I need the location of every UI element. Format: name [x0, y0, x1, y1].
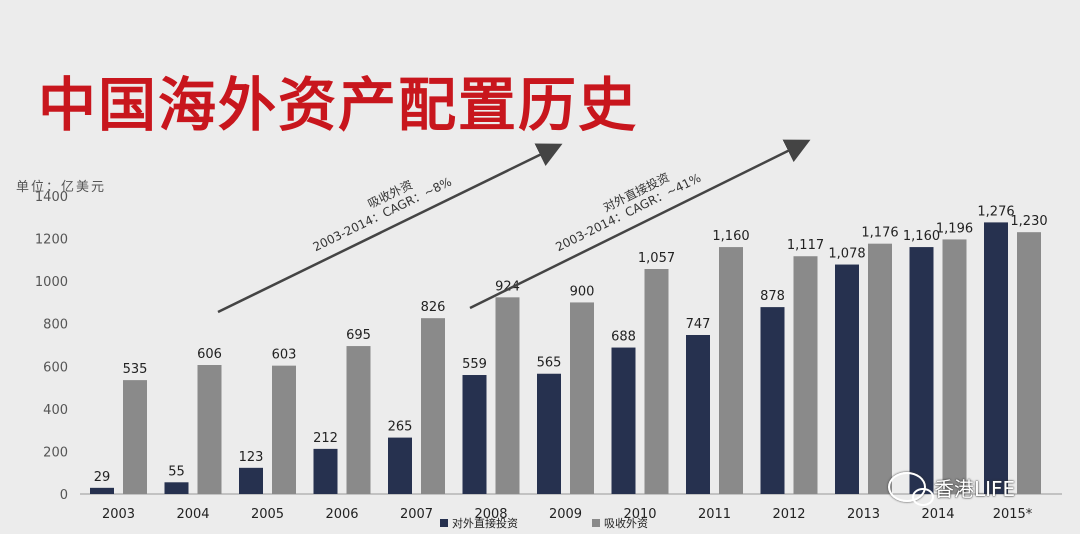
data-label-foreign: 535	[123, 362, 148, 377]
bar-foreign-investment	[942, 239, 967, 494]
x-tick-label: 2004	[176, 507, 209, 522]
bar-foreign-investment	[123, 380, 147, 494]
y-tick-label: 0	[60, 488, 68, 503]
x-tick-label: 2010	[623, 507, 656, 522]
bar-foreign-investment	[1017, 232, 1041, 494]
x-tick-label: 2015*	[993, 507, 1033, 522]
data-label-outbound: 559	[462, 357, 487, 372]
data-label-outbound: 55	[168, 464, 185, 479]
bar-outbound-investment	[760, 307, 785, 494]
data-label-foreign: 900	[570, 284, 595, 299]
legend-swatch-foreign	[592, 519, 600, 527]
data-label-foreign: 1,176	[861, 226, 898, 241]
trend-arrow	[217, 143, 563, 314]
legend-label-foreign: 吸收外资	[604, 516, 648, 530]
data-label-outbound: 1,078	[828, 247, 865, 262]
data-label-foreign: 1,057	[638, 251, 675, 266]
data-label-outbound: 747	[686, 317, 711, 332]
bar-foreign-investment	[421, 318, 445, 494]
data-label-foreign: 1,160	[712, 229, 749, 244]
bar-outbound-investment	[90, 487, 114, 494]
x-tick-label: 2006	[325, 507, 358, 522]
bar-outbound-investment	[835, 264, 859, 494]
bar-foreign-investment	[570, 302, 594, 494]
bar-foreign-investment	[346, 346, 371, 494]
wechat-icon	[888, 472, 934, 506]
x-tick-label: 2007	[400, 507, 433, 522]
data-label-outbound: 212	[313, 431, 338, 446]
data-label-foreign: 695	[346, 328, 371, 343]
watermark: 香港LIFE	[888, 472, 1016, 506]
bar-outbound-investment	[909, 247, 934, 494]
x-tick-label: 2014	[921, 507, 954, 522]
bar-outbound-investment	[239, 467, 263, 494]
bar-foreign-investment	[644, 269, 669, 494]
data-label-outbound: 565	[537, 356, 562, 371]
bar-outbound-investment	[686, 334, 710, 494]
y-tick-label: 400	[43, 403, 68, 418]
y-tick-label: 1200	[35, 233, 68, 248]
legend-label-outbound: 对外直接投资	[452, 516, 518, 530]
data-label-outbound: 29	[94, 470, 111, 485]
data-label-foreign: 1,117	[787, 238, 824, 253]
y-tick-label: 600	[43, 360, 68, 375]
bar-foreign-investment	[793, 256, 818, 494]
bar-outbound-investment	[984, 222, 1008, 494]
x-tick-label: 2008	[474, 507, 507, 522]
bar-outbound-investment	[388, 437, 412, 494]
chart-title: 中国海外资产配置历史	[38, 71, 639, 139]
legend-swatch-outbound	[440, 519, 448, 527]
annotation-cagr: 2003-2014：CAGR：~41%	[553, 171, 703, 254]
data-label-outbound: 688	[611, 330, 636, 345]
x-tick-label: 2013	[847, 507, 880, 522]
bar-foreign-investment	[197, 365, 222, 494]
data-label-foreign: 924	[495, 279, 520, 294]
bar-foreign-investment	[495, 297, 520, 494]
bar-foreign-investment	[719, 247, 743, 494]
unit-label: 单位：亿美元	[16, 180, 107, 195]
x-tick-label: 2009	[549, 507, 582, 522]
data-label-foreign: 1,196	[936, 221, 973, 236]
data-label-outbound: 123	[239, 450, 264, 465]
data-label-foreign: 826	[421, 300, 446, 315]
x-tick-label: 2003	[102, 507, 135, 522]
bar-outbound-investment	[537, 373, 561, 494]
bar-outbound-investment	[164, 482, 189, 494]
bar-outbound-investment	[462, 375, 487, 494]
x-tick-label: 2011	[698, 507, 731, 522]
data-label-outbound: 1,276	[977, 204, 1014, 219]
y-tick-label: 1000	[35, 275, 68, 290]
bar-foreign-investment	[272, 365, 296, 494]
annotation-cagr: 2003-2014：CAGR：~8%	[311, 175, 454, 254]
watermark-text: 香港LIFE	[934, 476, 1016, 501]
bar-outbound-investment	[313, 448, 338, 494]
bar-foreign-investment	[868, 243, 892, 494]
data-label-outbound: 265	[388, 420, 413, 435]
bar-outbound-investment	[611, 347, 636, 494]
y-tick-label: 200	[43, 445, 68, 460]
data-label-foreign: 1,230	[1010, 214, 1047, 229]
data-label-outbound: 878	[760, 289, 785, 304]
trend-arrow	[469, 139, 811, 310]
x-tick-label: 2005	[251, 507, 284, 522]
data-label-outbound: 1,160	[903, 229, 940, 244]
x-tick-label: 2012	[772, 507, 805, 522]
y-tick-label: 1400	[35, 190, 68, 205]
y-tick-label: 800	[43, 318, 68, 333]
data-label-foreign: 606	[197, 347, 222, 362]
data-label-foreign: 603	[272, 348, 297, 363]
